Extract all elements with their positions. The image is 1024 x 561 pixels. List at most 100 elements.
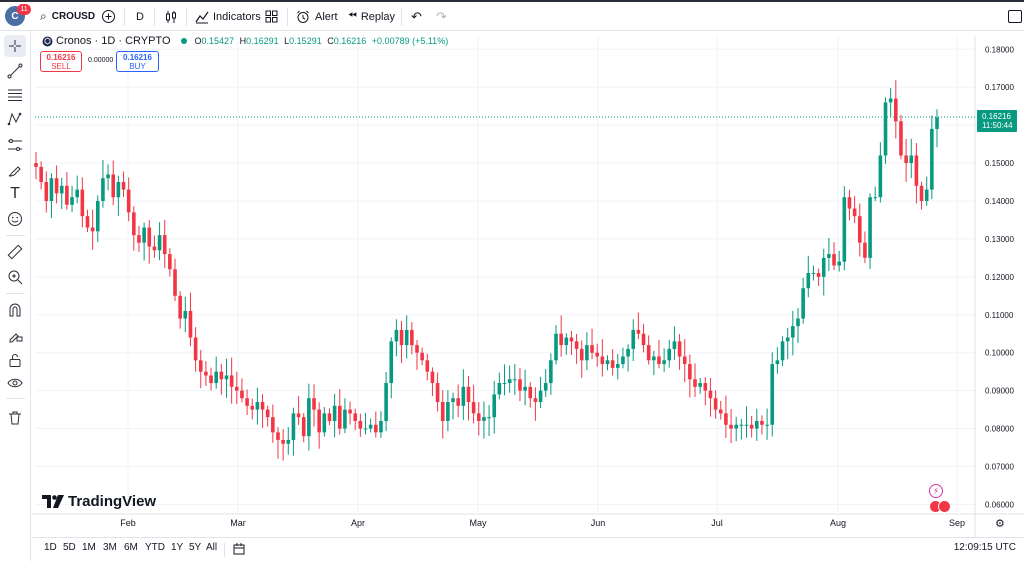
candle	[399, 321, 404, 364]
candle	[559, 315, 563, 357]
candle	[852, 196, 857, 224]
pattern-icon[interactable]	[4, 108, 26, 130]
price-chart[interactable]: 0.180000.170000.160000.150000.140000.130…	[32, 32, 1024, 561]
watermark-text: TradingView	[68, 493, 157, 510]
candle	[286, 427, 291, 455]
sell-button[interactable]: 0.16216 SELL	[40, 51, 82, 72]
candle	[693, 363, 697, 397]
date-range-icon[interactable]	[232, 542, 246, 561]
candle	[116, 175, 121, 216]
forecast-icon[interactable]	[4, 134, 26, 156]
candle	[34, 151, 38, 180]
candle	[883, 97, 888, 164]
alert-label: Alert	[315, 10, 338, 23]
trend-line-icon[interactable]	[4, 60, 26, 82]
candle	[909, 138, 914, 179]
redo-icon[interactable]: ↷	[436, 8, 447, 24]
range-ytd-button[interactable]: YTD	[145, 542, 165, 553]
candle	[785, 328, 790, 360]
candle	[636, 312, 641, 340]
price-tick-label: 0.07000	[985, 462, 1014, 471]
candle	[646, 335, 651, 365]
time-tick-label: May	[469, 518, 487, 528]
candle	[476, 402, 481, 436]
toolbar-divider	[6, 398, 25, 399]
candle	[502, 364, 507, 396]
range-5d-button[interactable]: 5D	[63, 542, 76, 553]
candle	[250, 398, 255, 420]
candle	[698, 377, 702, 394]
candle	[374, 411, 378, 438]
candle	[827, 237, 831, 271]
candle	[811, 265, 816, 281]
candle	[729, 408, 733, 444]
range-3m-button[interactable]: 3M	[103, 542, 117, 553]
candle	[70, 185, 74, 213]
candle	[765, 408, 769, 440]
svg-text:0.16216: 0.16216	[982, 112, 1011, 121]
candle	[198, 349, 203, 389]
candle	[322, 407, 327, 437]
compare-symbol-button[interactable]	[101, 2, 116, 31]
indicators-button[interactable]: Indicators	[195, 2, 261, 31]
unlock-icon[interactable]	[4, 349, 26, 371]
emoji-icon[interactable]	[4, 208, 26, 230]
price-tick-label: 0.17000	[985, 83, 1014, 92]
candle	[816, 268, 821, 286]
layouts-button[interactable]	[265, 2, 278, 31]
symbol-title[interactable]: Cronos · 1D · CRYPTO	[56, 35, 171, 47]
undo-icon[interactable]: ↶	[411, 8, 422, 24]
candle	[415, 340, 419, 370]
candle	[420, 347, 424, 366]
candle	[471, 384, 476, 424]
candle	[873, 186, 878, 202]
interval-button[interactable]: D	[136, 10, 144, 23]
alert-button[interactable]: Alert	[296, 2, 338, 31]
candle	[142, 222, 146, 261]
tradingview-watermark[interactable]: TradingView	[42, 493, 156, 510]
layout-window-button[interactable]	[1008, 2, 1022, 31]
chart-settings-icon[interactable]: ⚙	[995, 517, 1005, 530]
candle	[847, 189, 852, 221]
candle	[85, 209, 90, 233]
text-icon[interactable]: T	[10, 185, 20, 202]
brush-icon[interactable]	[4, 159, 26, 181]
replay-button[interactable]: ⏪︎ Replay	[348, 2, 395, 31]
toolbar-divider	[287, 8, 288, 26]
price-tick-label: 0.11000	[985, 311, 1014, 320]
candle	[224, 358, 229, 398]
events-icon[interactable]	[929, 500, 953, 513]
chart-type-button[interactable]	[164, 2, 178, 31]
candle	[368, 418, 373, 433]
lock-drawings-icon[interactable]	[4, 324, 26, 346]
candle	[806, 255, 811, 298]
range-1m-button[interactable]: 1M	[82, 542, 96, 553]
zoom-in-icon[interactable]	[4, 266, 26, 288]
buy-button[interactable]: 0.16216 BUY	[116, 51, 159, 72]
replay-label: Replay	[360, 10, 396, 23]
symbol-search[interactable]: ⌕ CROUSD	[40, 2, 95, 31]
candle	[914, 143, 919, 204]
range-5y-button[interactable]: 5Y	[189, 542, 202, 553]
range-1y-button[interactable]: 1Y	[171, 542, 184, 553]
ruler-icon[interactable]	[4, 241, 26, 263]
crosshair-icon[interactable]	[4, 35, 26, 57]
trash-icon[interactable]	[4, 407, 26, 429]
fib-retracement-icon[interactable]	[4, 84, 26, 106]
grid-icon	[265, 10, 278, 23]
candle	[749, 415, 754, 438]
candle	[466, 376, 471, 421]
range-1d-button[interactable]: 1D	[44, 542, 57, 553]
price-tick-label: 0.14000	[985, 197, 1014, 206]
candle	[703, 377, 708, 406]
utc-clock[interactable]: 12:09:15 UTC	[953, 542, 1016, 553]
magnet-icon[interactable]	[4, 299, 26, 321]
candle	[739, 418, 744, 440]
range-all-button[interactable]: All	[206, 542, 218, 553]
range-divider	[224, 543, 225, 557]
flash-icon[interactable]: ⚡︎	[929, 484, 943, 498]
eye-icon[interactable]	[4, 372, 26, 394]
range-6m-button[interactable]: 6M	[124, 542, 138, 553]
candle	[317, 402, 321, 449]
